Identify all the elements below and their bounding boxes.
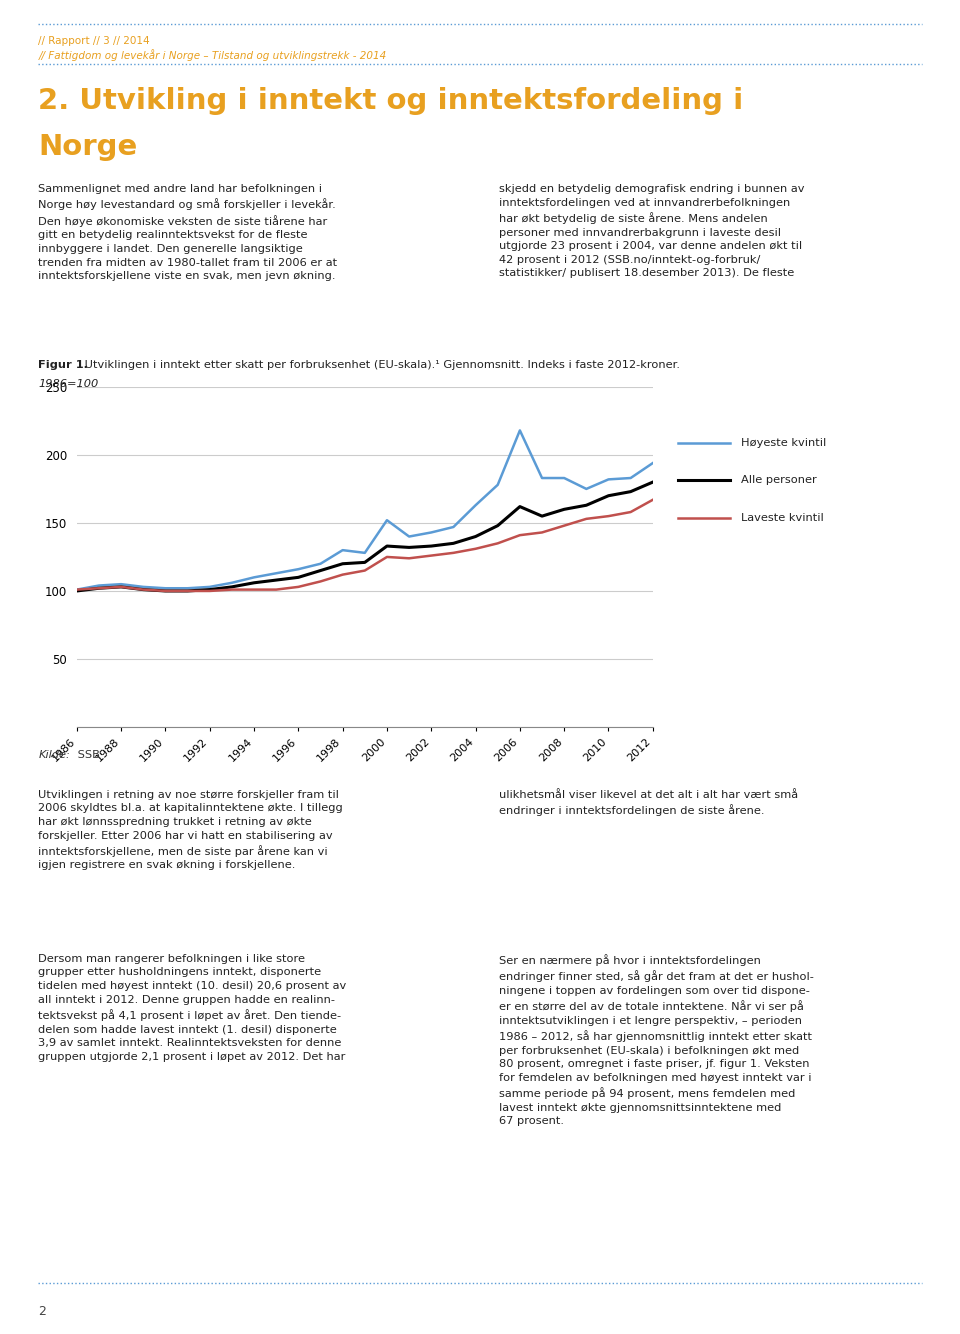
Text: skjedd en betydelig demografisk endring i bunnen av
inntektsfordelingen ved at i: skjedd en betydelig demografisk endring …	[499, 184, 804, 279]
Text: Sammenlignet med andre land har befolkningen i
Norge høy levestandard og små for: Sammenlignet med andre land har befolkni…	[38, 184, 338, 281]
Text: ulikhetsmål viser likevel at det alt i alt har vært små
endringer i inntektsford: ulikhetsmål viser likevel at det alt i a…	[499, 790, 799, 816]
Text: 2. Utvikling i inntekt og inntektsfordeling i: 2. Utvikling i inntekt og inntektsfordel…	[38, 87, 744, 115]
Text: Laveste kvintil: Laveste kvintil	[741, 512, 824, 523]
Text: // Rapport // 3 // 2014: // Rapport // 3 // 2014	[38, 36, 150, 45]
Text: Ser en nærmere på hvor i inntektsfordelingen
endringer finner sted, så går det f: Ser en nærmere på hvor i inntektsfordeli…	[499, 954, 814, 1126]
Text: Utviklingen i inntekt etter skatt per forbruksenhet (EU-skala).¹ Gjennomsnitt. I: Utviklingen i inntekt etter skatt per fo…	[81, 360, 680, 370]
Text: Utviklingen i retning av noe større forskjeller fram til
2006 skyldtes bl.a. at : Utviklingen i retning av noe større fors…	[38, 790, 343, 871]
Text: SSB: SSB	[74, 750, 100, 759]
Text: // Fattigdom og levekår i Norge – Tilstand og utviklingstrekk - 2014: // Fattigdom og levekår i Norge – Tilsta…	[38, 49, 387, 61]
Text: Høyeste kvintil: Høyeste kvintil	[741, 438, 827, 448]
Text: 1986=100: 1986=100	[38, 379, 99, 388]
Text: Alle personer: Alle personer	[741, 475, 817, 486]
Text: Dersom man rangerer befolkningen i like store
grupper etter husholdningens innte: Dersom man rangerer befolkningen i like …	[38, 954, 347, 1062]
Text: Kilde:: Kilde:	[38, 750, 70, 759]
Text: Norge: Norge	[38, 133, 137, 161]
Text: 2: 2	[38, 1305, 46, 1318]
Text: Figur 1.: Figur 1.	[38, 360, 88, 370]
